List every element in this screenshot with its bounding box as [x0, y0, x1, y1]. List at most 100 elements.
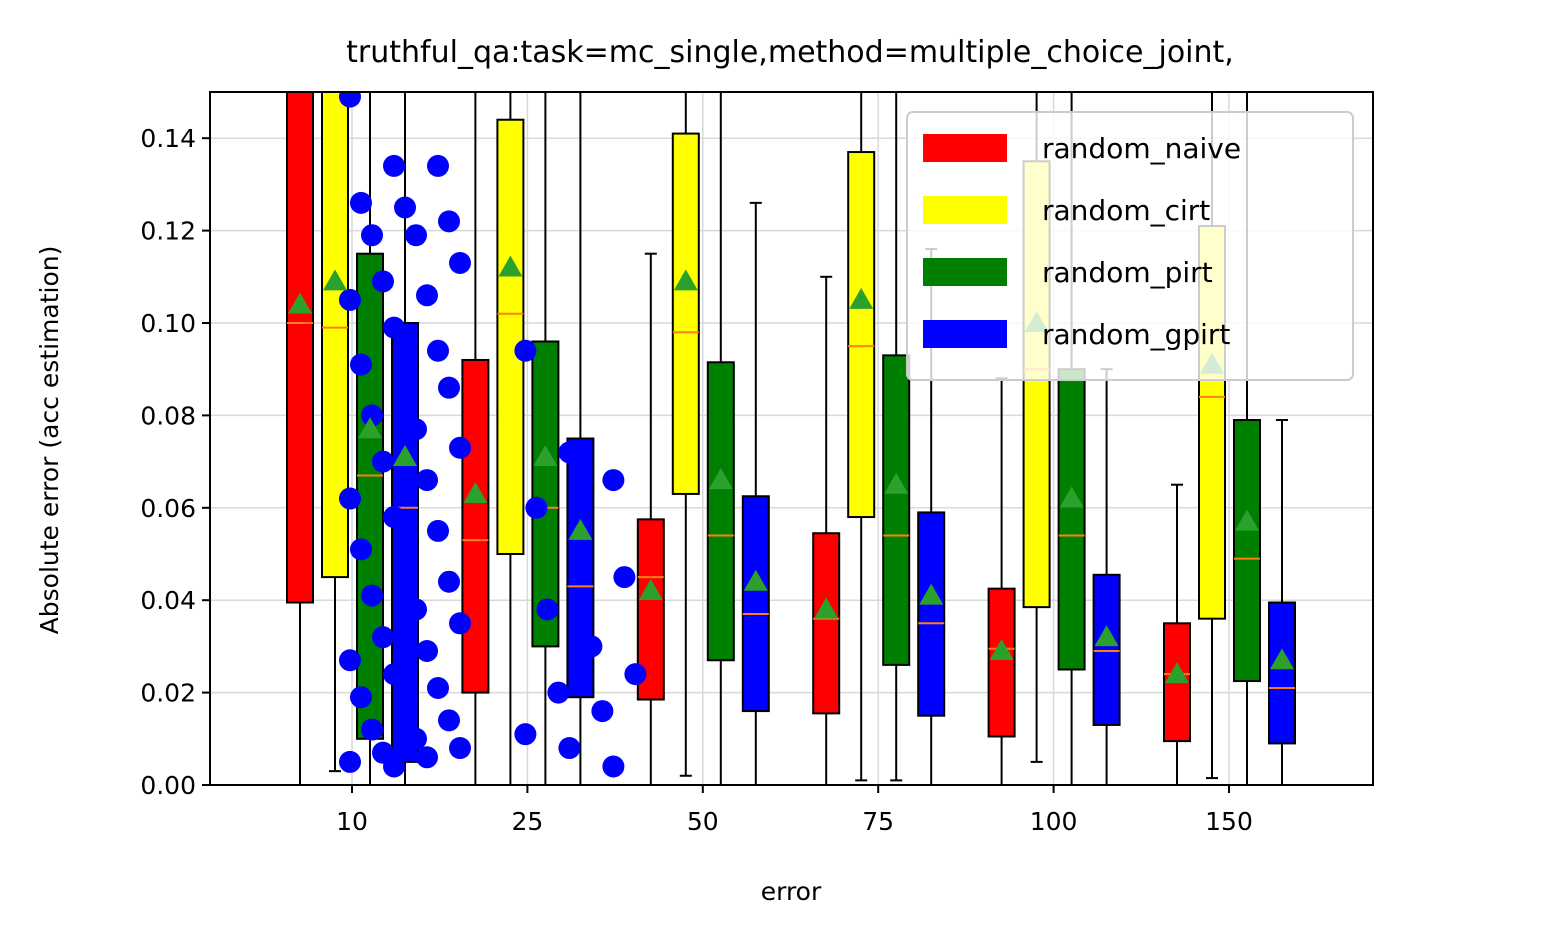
mean-marker [989, 639, 1014, 661]
legend-swatch [923, 196, 1007, 224]
legend-swatch [923, 320, 1007, 348]
flier [427, 339, 449, 362]
flier [339, 649, 361, 672]
plot-frame [209, 91, 1374, 786]
legend-label: random_pirt [1042, 256, 1213, 289]
mean-marker [638, 578, 663, 600]
legend-label: random_gpirt [1042, 318, 1230, 351]
y-tick-label: 0.08 [140, 401, 196, 430]
flier [514, 339, 537, 362]
flier [624, 663, 647, 686]
y-tick-label: 0.06 [140, 494, 196, 523]
flier [361, 404, 383, 427]
x-tick-label: 100 [1030, 807, 1078, 836]
flier [405, 418, 427, 441]
box [671, 132, 700, 495]
mean-marker [1094, 625, 1119, 647]
flier [372, 270, 394, 293]
y-axis-label: Absolute error (acc estimation) [35, 246, 64, 635]
flier [427, 154, 449, 177]
flier [350, 538, 372, 561]
y-tick-label: 0.10 [140, 309, 196, 338]
flier [372, 450, 394, 473]
x-tick-label: 10 [336, 807, 368, 836]
y-tick-label: 0.04 [140, 586, 196, 615]
flier [449, 436, 471, 459]
box [917, 511, 946, 717]
flier [558, 441, 581, 464]
y-tick-label: 0.00 [140, 771, 196, 800]
mean-marker [568, 518, 593, 540]
box [1057, 368, 1086, 671]
box [286, 92, 314, 604]
box [531, 340, 560, 648]
flier [350, 191, 372, 214]
mean-marker [1235, 509, 1259, 531]
x-tick-label: 25 [511, 807, 543, 836]
x-tick-label: 150 [1205, 807, 1253, 836]
flier [416, 746, 438, 769]
flier [383, 663, 405, 686]
flier [405, 224, 427, 247]
y-tick-label: 0.14 [140, 124, 196, 153]
flier [383, 154, 405, 177]
flier [361, 584, 383, 607]
legend-label: random_cirt [1042, 194, 1210, 227]
flier [416, 469, 438, 492]
box [987, 587, 1016, 738]
box [812, 532, 841, 715]
flier [558, 737, 581, 760]
flier [339, 92, 361, 108]
box [1268, 601, 1296, 745]
flier [383, 316, 405, 339]
box [1233, 419, 1261, 683]
flier [383, 755, 405, 778]
x-tick-label: 75 [862, 807, 894, 836]
mean-marker [884, 472, 909, 494]
mean-marker [849, 287, 874, 309]
mean-marker [393, 444, 417, 466]
plot-area [286, 92, 1296, 785]
flier [438, 210, 460, 233]
legend-box [906, 111, 1354, 381]
flier [613, 566, 636, 589]
flier [383, 506, 405, 529]
mean-marker [814, 597, 839, 619]
x-axis-label: error [761, 877, 822, 906]
flier [394, 367, 416, 390]
flier [350, 353, 372, 376]
mean-marker [708, 468, 733, 490]
box [706, 361, 735, 662]
box [882, 354, 911, 666]
legend-swatch [923, 258, 1007, 286]
flier [361, 718, 383, 741]
flier [427, 676, 449, 699]
axes: 0.00 0.02 0.04 0.06 0.08 0.10 0.12 0.14 10 25 50 75… [140, 124, 1253, 836]
box [461, 358, 490, 694]
flier [339, 487, 361, 510]
flier [405, 727, 427, 750]
chart-title: truthful_qa:task=mc_single,method=multip… [346, 35, 1234, 70]
box [1092, 573, 1121, 726]
flier [416, 640, 438, 663]
box [566, 437, 595, 699]
flier [449, 737, 471, 760]
mean-marker [1059, 486, 1084, 508]
flier [602, 755, 625, 778]
flier [438, 570, 460, 593]
flier [602, 469, 625, 492]
mean-marker [323, 269, 347, 291]
flier [416, 284, 438, 307]
flier [547, 681, 570, 704]
flier [394, 196, 416, 219]
y-tick-label: 0.12 [140, 217, 196, 246]
flier [580, 635, 603, 658]
x-tick-label: 50 [687, 807, 719, 836]
flier [394, 556, 416, 579]
mean-marker [673, 269, 698, 291]
box [496, 118, 525, 555]
legend-label: random_naive [1042, 132, 1241, 165]
y-tick-label: 0.02 [140, 679, 196, 708]
mean-marker [498, 255, 523, 277]
